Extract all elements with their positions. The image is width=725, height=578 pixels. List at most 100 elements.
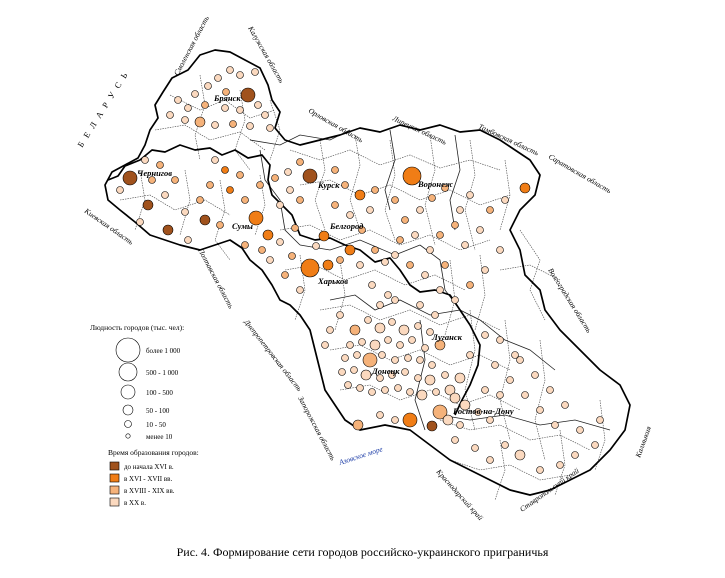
city-marker — [141, 156, 149, 164]
city-marker — [378, 351, 386, 359]
city-marker — [406, 261, 414, 269]
city-marker — [300, 258, 320, 278]
city-marker — [381, 258, 389, 266]
city-marker — [142, 199, 154, 211]
city-marker — [424, 374, 436, 386]
city-marker — [501, 196, 509, 204]
region-label-stavropol: Ставропольский край — [518, 466, 581, 514]
city-marker — [398, 324, 410, 336]
city-marker — [576, 426, 584, 434]
city-marker — [451, 296, 459, 304]
region-label-krasnodar: Краснодарский край — [434, 467, 485, 523]
city-marker — [511, 351, 519, 359]
city-marker — [428, 361, 436, 369]
city-marker — [519, 182, 531, 194]
city-marker — [174, 96, 182, 104]
city-marker — [384, 291, 392, 299]
city-marker — [148, 176, 156, 184]
sea-label-azov: Азовское море — [337, 444, 385, 467]
city-marker — [381, 386, 389, 394]
city-marker — [201, 101, 209, 109]
city-marker — [194, 116, 206, 128]
city-marker — [402, 166, 422, 186]
city-marker — [374, 322, 386, 334]
city-marker — [226, 186, 234, 194]
city-marker — [571, 451, 579, 459]
city-marker — [254, 101, 262, 109]
city-marker — [421, 271, 429, 279]
city-marker — [360, 369, 372, 381]
city-marker — [346, 341, 354, 349]
city-marker — [456, 421, 464, 429]
city-label-belgorod: Белгород — [329, 221, 364, 231]
city-marker — [401, 368, 409, 376]
city-marker — [156, 161, 164, 169]
city-marker — [531, 371, 539, 379]
city-marker — [166, 111, 174, 119]
region-label-saratov: Саратовская область — [547, 152, 613, 196]
city-marker — [136, 218, 144, 226]
city-marker — [281, 271, 289, 279]
city-marker — [384, 336, 392, 344]
region-label-smolensk: Смоленская область — [172, 14, 211, 77]
city-marker — [496, 391, 504, 399]
city-marker — [391, 251, 399, 259]
city-marker — [551, 421, 559, 429]
region-label-zaporozhye: Запорожская область — [296, 395, 338, 463]
city-marker — [591, 441, 599, 449]
legend-size-circle — [122, 404, 134, 416]
city-marker — [416, 301, 424, 309]
city-marker — [466, 351, 474, 359]
city-marker — [371, 246, 379, 254]
city-marker — [376, 301, 384, 309]
city-marker — [122, 170, 138, 186]
city-label-voronezh: Воронеж — [417, 179, 453, 189]
city-label-sumy: Сумы — [232, 221, 253, 231]
city-marker — [596, 416, 604, 424]
region-label-kiev: Киевская область — [82, 206, 136, 247]
city-label-kursk: Курск — [317, 180, 340, 190]
city-marker — [404, 354, 412, 362]
city-marker — [454, 372, 466, 384]
city-marker — [346, 211, 354, 219]
city-marker — [432, 388, 440, 396]
city-marker — [514, 449, 526, 461]
city-marker — [302, 168, 318, 184]
city-marker — [358, 226, 366, 234]
city-marker — [353, 351, 361, 359]
city-marker — [451, 436, 459, 444]
city-marker — [288, 252, 296, 260]
city-marker — [371, 186, 379, 194]
city-marker — [350, 366, 358, 374]
city-label-bryansk: Брянск — [213, 93, 241, 103]
city-marker — [449, 392, 461, 404]
city-marker — [184, 236, 192, 244]
legend-size-items: более 1 000 500 - 1 000 100 - 500 50 - 100 1… — [115, 337, 181, 441]
city-marker — [476, 226, 484, 234]
city-marker — [296, 158, 304, 166]
city-marker — [481, 266, 489, 274]
city-marker — [481, 331, 489, 339]
city-marker — [221, 166, 229, 174]
city-marker — [481, 386, 489, 394]
city-marker — [366, 206, 374, 214]
legend-age-swatch — [109, 485, 120, 495]
map-canvas: Б Е Л А Р У С Ь Смоленская область Калуж… — [75, 14, 653, 522]
city-marker — [426, 420, 438, 432]
city-marker — [441, 371, 449, 379]
city-marker — [521, 391, 529, 399]
region-label-lipetsk: Липецкая область — [390, 113, 448, 147]
city-marker — [466, 191, 474, 199]
city-marker — [402, 412, 418, 428]
city-marker — [296, 286, 304, 294]
legend-age-items: до начала XVI в. в XVI - XVII вв. в XVIII … — [109, 461, 175, 507]
city-marker — [116, 186, 124, 194]
city-marker — [536, 466, 544, 474]
region-labels: Б Е Л А Р У С Ь Смоленская область Калуж… — [75, 14, 653, 522]
city-marker — [248, 210, 264, 226]
city-marker — [416, 356, 424, 364]
city-marker — [414, 374, 422, 382]
city-marker — [501, 441, 509, 449]
city-marker — [291, 224, 299, 232]
